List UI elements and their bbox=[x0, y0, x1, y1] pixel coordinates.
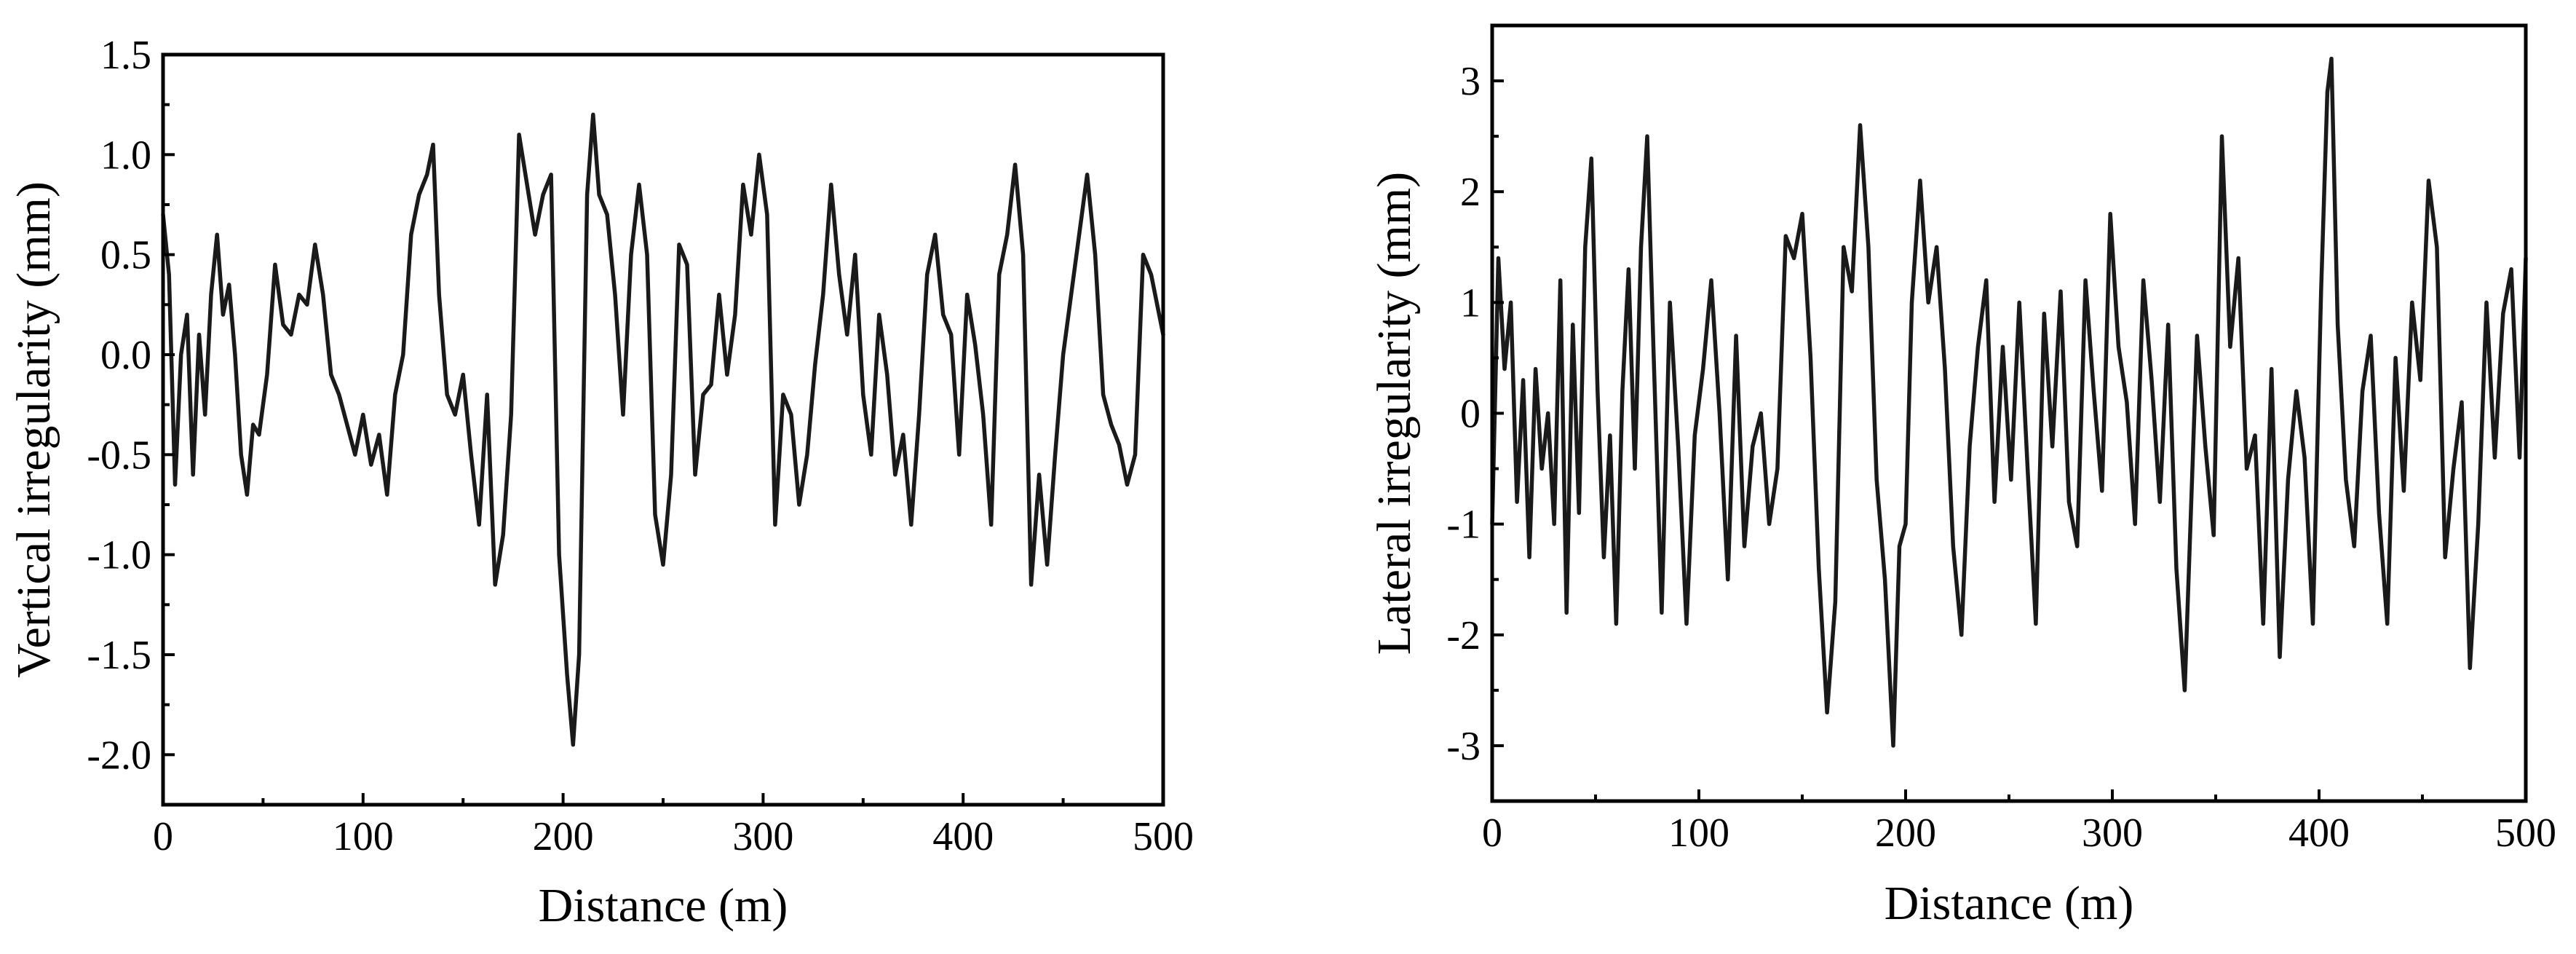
lateral-irregularity-chart: 0 100 200 300 400 500 -3 -2 -1 0 1 2 3 Distance (m) La… bbox=[1368, 23, 2556, 930]
lateral-y-tick-label: 3 bbox=[1460, 59, 1481, 104]
vertical-y-tick-label: -0.5 bbox=[87, 433, 151, 478]
lateral-x-axis-label: Distance (m) bbox=[1885, 877, 2134, 930]
vertical-x-tick-label: 500 bbox=[1133, 814, 1194, 859]
lateral-series-line bbox=[1490, 56, 2528, 748]
lateral-x-tick-label: 200 bbox=[1875, 811, 1936, 856]
lateral-y-tick-label: 0 bbox=[1460, 392, 1481, 437]
vertical-y-tick-label: -2.0 bbox=[87, 733, 151, 778]
lateral-x-tick-label: 0 bbox=[1482, 811, 1502, 856]
lateral-x-tick-label: 300 bbox=[2082, 811, 2143, 856]
vertical-irregularity-chart: 0 100 200 300 400 500 -2.0 -1.5 -1.0 -0.5 0.0 0.5 1.… bbox=[7, 33, 1194, 932]
vertical-y-tick-label: 1.0 bbox=[100, 133, 151, 178]
vertical-y-tick-label: 0.0 bbox=[100, 333, 151, 378]
vertical-x-tick-label: 300 bbox=[732, 814, 793, 859]
vertical-y-axis-label: Vertical irregularity (mm) bbox=[7, 181, 60, 678]
vertical-series-line bbox=[161, 112, 1165, 747]
lateral-x-tick-label: 100 bbox=[1668, 811, 1729, 856]
lateral-y-tick-label: 2 bbox=[1460, 170, 1481, 215]
vertical-x-tick-label: 200 bbox=[533, 814, 594, 859]
vertical-x-tick-label: 0 bbox=[153, 814, 173, 859]
lateral-y-tick-label: -1 bbox=[1446, 502, 1481, 548]
vertical-y-tick-label: -1.0 bbox=[87, 533, 151, 578]
vertical-x-axis-label: Distance (m) bbox=[539, 879, 788, 932]
lateral-y-axis-label: Lateral irregularity (mm) bbox=[1368, 172, 1421, 655]
lateral-y-tick-label: -2 bbox=[1446, 613, 1481, 658]
lateral-x-tick-label: 500 bbox=[2495, 811, 2556, 856]
lateral-y-tick-label: 1 bbox=[1460, 280, 1481, 326]
vertical-y-tick-label: 0.5 bbox=[100, 233, 151, 278]
vertical-x-tick-label: 400 bbox=[932, 814, 994, 859]
vertical-x-tick-label: 100 bbox=[333, 814, 394, 859]
lateral-x-tick-label: 400 bbox=[2288, 811, 2350, 856]
lateral-y-tick-label: -3 bbox=[1446, 724, 1481, 769]
vertical-y-tick-label: 1.5 bbox=[100, 33, 151, 78]
vertical-y-tick-label: -1.5 bbox=[87, 633, 151, 678]
